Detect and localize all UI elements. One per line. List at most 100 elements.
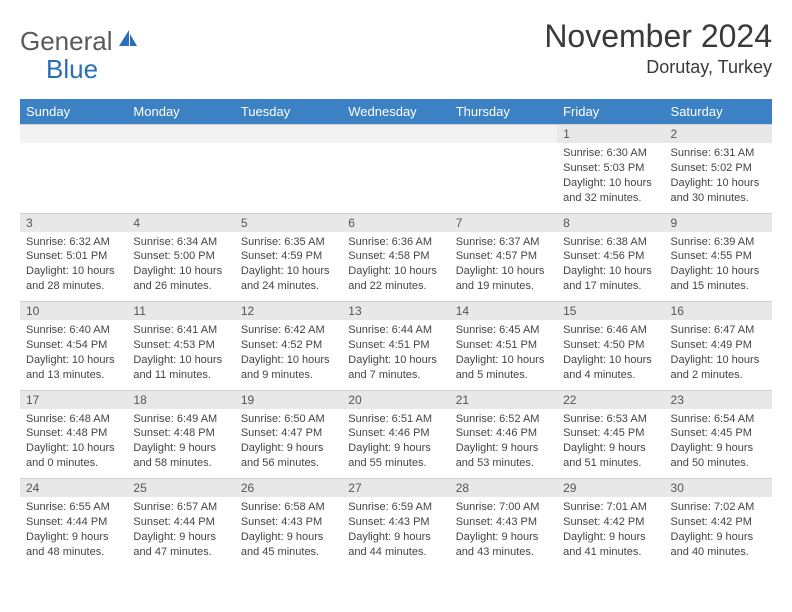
day-cell: Sunrise: 6:45 AMSunset: 4:51 PMDaylight:… (450, 320, 557, 390)
daylight-text: Daylight: 10 hours and 24 minutes. (241, 264, 336, 294)
day-number (20, 125, 127, 144)
day-number: 30 (665, 479, 772, 498)
sunset-text: Sunset: 4:59 PM (241, 249, 336, 264)
day-number: 22 (557, 390, 664, 409)
sunset-text: Sunset: 5:00 PM (133, 249, 228, 264)
sunrise-text: Sunrise: 7:01 AM (563, 500, 658, 515)
sunset-text: Sunset: 4:42 PM (563, 515, 658, 530)
day-cell: Sunrise: 6:30 AMSunset: 5:03 PMDaylight:… (557, 143, 664, 213)
day-number: 16 (665, 302, 772, 321)
sunrise-text: Sunrise: 6:45 AM (456, 323, 551, 338)
sunset-text: Sunset: 4:57 PM (456, 249, 551, 264)
day-cell: Sunrise: 6:37 AMSunset: 4:57 PMDaylight:… (450, 232, 557, 302)
day-cell: Sunrise: 6:32 AMSunset: 5:01 PMDaylight:… (20, 232, 127, 302)
sunset-text: Sunset: 4:44 PM (133, 515, 228, 530)
sunrise-text: Sunrise: 6:39 AM (671, 235, 766, 250)
day-cell: Sunrise: 6:50 AMSunset: 4:47 PMDaylight:… (235, 409, 342, 479)
day-number: 2 (665, 125, 772, 144)
day-number-row: 17181920212223 (20, 390, 772, 409)
day-number: 8 (557, 213, 664, 232)
month-title: November 2024 (544, 18, 772, 55)
day-content-row: Sunrise: 6:32 AMSunset: 5:01 PMDaylight:… (20, 232, 772, 302)
brand-part2: Blue (46, 54, 98, 85)
day-number: 7 (450, 213, 557, 232)
day-cell: Sunrise: 6:46 AMSunset: 4:50 PMDaylight:… (557, 320, 664, 390)
sunset-text: Sunset: 4:51 PM (456, 338, 551, 353)
daylight-text: Daylight: 9 hours and 40 minutes. (671, 530, 766, 560)
sunset-text: Sunset: 5:02 PM (671, 161, 766, 176)
sunset-text: Sunset: 4:50 PM (563, 338, 658, 353)
sunrise-text: Sunrise: 6:37 AM (456, 235, 551, 250)
daylight-text: Daylight: 10 hours and 17 minutes. (563, 264, 658, 294)
weekday-header: Tuesday (235, 99, 342, 125)
day-cell: Sunrise: 6:52 AMSunset: 4:46 PMDaylight:… (450, 409, 557, 479)
daylight-text: Daylight: 10 hours and 15 minutes. (671, 264, 766, 294)
day-number: 20 (342, 390, 449, 409)
sunset-text: Sunset: 4:58 PM (348, 249, 443, 264)
day-number: 5 (235, 213, 342, 232)
day-number: 15 (557, 302, 664, 321)
day-number (235, 125, 342, 144)
day-number: 28 (450, 479, 557, 498)
sunset-text: Sunset: 4:51 PM (348, 338, 443, 353)
day-cell: Sunrise: 7:01 AMSunset: 4:42 PMDaylight:… (557, 497, 664, 567)
day-number: 24 (20, 479, 127, 498)
daylight-text: Daylight: 9 hours and 55 minutes. (348, 441, 443, 471)
sunset-text: Sunset: 4:52 PM (241, 338, 336, 353)
daylight-text: Daylight: 10 hours and 13 minutes. (26, 353, 121, 383)
weekday-header: Friday (557, 99, 664, 125)
day-content-row: Sunrise: 6:48 AMSunset: 4:48 PMDaylight:… (20, 409, 772, 479)
day-number-row: 24252627282930 (20, 479, 772, 498)
day-number: 29 (557, 479, 664, 498)
sunrise-text: Sunrise: 6:42 AM (241, 323, 336, 338)
daylight-text: Daylight: 9 hours and 47 minutes. (133, 530, 228, 560)
sunset-text: Sunset: 4:42 PM (671, 515, 766, 530)
sunrise-text: Sunrise: 6:44 AM (348, 323, 443, 338)
day-number: 10 (20, 302, 127, 321)
day-number: 6 (342, 213, 449, 232)
calendar-page: General November 2024 Dorutay, Turkey Bl… (0, 0, 792, 612)
day-cell (20, 143, 127, 213)
sunset-text: Sunset: 4:47 PM (241, 426, 336, 441)
day-number: 4 (127, 213, 234, 232)
sunset-text: Sunset: 5:03 PM (563, 161, 658, 176)
daylight-text: Daylight: 9 hours and 56 minutes. (241, 441, 336, 471)
sunrise-text: Sunrise: 6:49 AM (133, 412, 228, 427)
day-cell: Sunrise: 6:59 AMSunset: 4:43 PMDaylight:… (342, 497, 449, 567)
day-number (127, 125, 234, 144)
weekday-header-row: Sunday Monday Tuesday Wednesday Thursday… (20, 99, 772, 125)
sunrise-text: Sunrise: 6:34 AM (133, 235, 228, 250)
sunset-text: Sunset: 4:46 PM (348, 426, 443, 441)
daylight-text: Daylight: 10 hours and 2 minutes. (671, 353, 766, 383)
sunset-text: Sunset: 4:54 PM (26, 338, 121, 353)
daylight-text: Daylight: 9 hours and 43 minutes. (456, 530, 551, 560)
daylight-text: Daylight: 9 hours and 44 minutes. (348, 530, 443, 560)
day-number (450, 125, 557, 144)
day-cell (127, 143, 234, 213)
day-cell: Sunrise: 6:44 AMSunset: 4:51 PMDaylight:… (342, 320, 449, 390)
day-cell: Sunrise: 7:00 AMSunset: 4:43 PMDaylight:… (450, 497, 557, 567)
day-cell: Sunrise: 6:58 AMSunset: 4:43 PMDaylight:… (235, 497, 342, 567)
day-number: 21 (450, 390, 557, 409)
day-number: 3 (20, 213, 127, 232)
daylight-text: Daylight: 9 hours and 48 minutes. (26, 530, 121, 560)
day-number: 11 (127, 302, 234, 321)
day-number: 19 (235, 390, 342, 409)
day-number: 23 (665, 390, 772, 409)
sunset-text: Sunset: 4:48 PM (26, 426, 121, 441)
day-cell: Sunrise: 7:02 AMSunset: 4:42 PMDaylight:… (665, 497, 772, 567)
day-cell: Sunrise: 6:35 AMSunset: 4:59 PMDaylight:… (235, 232, 342, 302)
sunrise-text: Sunrise: 6:30 AM (563, 146, 658, 161)
daylight-text: Daylight: 9 hours and 58 minutes. (133, 441, 228, 471)
sunset-text: Sunset: 4:56 PM (563, 249, 658, 264)
sunset-text: Sunset: 4:53 PM (133, 338, 228, 353)
day-number: 13 (342, 302, 449, 321)
weekday-header: Thursday (450, 99, 557, 125)
day-number: 27 (342, 479, 449, 498)
weekday-header: Wednesday (342, 99, 449, 125)
sunrise-text: Sunrise: 6:36 AM (348, 235, 443, 250)
day-number: 12 (235, 302, 342, 321)
day-number-row: 3456789 (20, 213, 772, 232)
sunset-text: Sunset: 4:45 PM (671, 426, 766, 441)
day-cell (342, 143, 449, 213)
